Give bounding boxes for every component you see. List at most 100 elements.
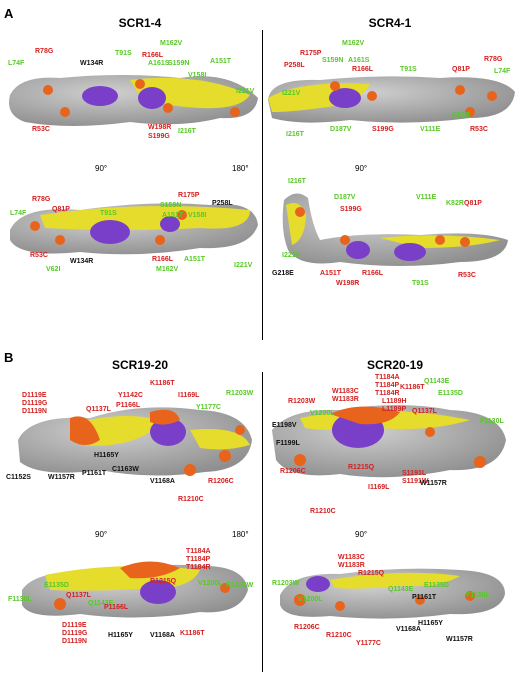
surface-scr1-4-rotated — [10, 203, 258, 255]
mutation-label: R175P — [300, 50, 322, 57]
mutation-label: C1163W — [112, 466, 139, 473]
mutation-label: R1215Q — [348, 464, 375, 471]
mutation-label: L1189H — [382, 398, 407, 405]
mutation-label: W198R — [336, 280, 360, 287]
title-scr4-1: SCR4-1 — [368, 16, 412, 30]
mutation-label: R53C — [32, 126, 50, 133]
mutation-label: V158I — [188, 72, 207, 79]
mutation-label: D1119N — [62, 638, 87, 645]
mutation-label: D1119E — [62, 622, 87, 629]
mutation-label: F1130L — [8, 596, 32, 603]
rotation-90-left-a: 90° — [95, 164, 108, 173]
panel-a-vertical-divider — [262, 30, 263, 340]
mutation-label: R1203W — [272, 580, 300, 587]
mutation-label: R1203W — [226, 390, 254, 397]
mutation-label: W1157R — [420, 480, 447, 487]
surface-scr1-4-front — [9, 75, 258, 126]
mutation-label: S159N — [168, 60, 190, 67]
panel-b-letter: B — [4, 350, 14, 365]
mutation-label: V158I — [188, 212, 207, 219]
rotation-180-a: 180° — [232, 164, 249, 173]
mutation-label: I216T — [288, 178, 306, 185]
mutation-label: R175P — [178, 192, 200, 199]
mutation-label: F1130L — [480, 418, 504, 425]
mutation-label: S159N — [322, 57, 344, 64]
mutation-label: W134R — [80, 60, 104, 67]
mutation-label: I1169L — [368, 484, 390, 491]
mutation-label: P1161T — [412, 594, 437, 601]
mutation-label: Q1137L — [66, 592, 91, 599]
mutation-label: L1189P — [382, 406, 407, 413]
mutation-label: R166L — [142, 52, 164, 59]
mutation-label: R78G — [35, 48, 54, 55]
mutation-label: I221V — [236, 88, 255, 95]
mutation-label: M162V — [160, 40, 183, 47]
mutation-label: I1169L — [178, 392, 200, 399]
surface-scr20-19-front — [272, 405, 506, 478]
surface-scr19-20-rotated — [22, 561, 248, 618]
mutation-label: W198R — [148, 124, 172, 131]
title-scr20-19: SCR20-19 — [366, 358, 424, 372]
mutation-label: R78G — [484, 56, 503, 63]
rotation-90-right-a: 90° — [355, 164, 368, 173]
mutation-label: V1168A — [150, 478, 175, 485]
mutation-label: I216T — [178, 128, 196, 135]
mutation-label: L74F — [494, 68, 511, 75]
mutation-label: H1165Y — [108, 632, 133, 639]
mutation-label: Y1177C — [356, 640, 381, 647]
mutation-label: K82R — [452, 112, 470, 119]
mutation-label: R53C — [30, 252, 48, 259]
mutation-label: W1183C — [332, 388, 359, 395]
mutation-label: V1168A — [150, 632, 175, 639]
mutation-label: R1206C — [280, 468, 306, 475]
mutation-label: R1210C — [178, 496, 204, 503]
mutation-label: L74F — [8, 60, 25, 67]
mutation-label: E1135D — [438, 390, 463, 397]
mutation-label: D1119G — [62, 630, 88, 637]
mutation-label: R166L — [152, 256, 174, 263]
mutation-label: V1200L — [198, 580, 223, 587]
mutation-label: T91S — [412, 280, 429, 287]
mutation-label: Q1137L — [412, 408, 437, 415]
rotation-90-left-b: 90° — [95, 530, 108, 539]
mutation-label: D187V — [334, 194, 356, 201]
mutation-label: S159N — [160, 202, 182, 209]
mutation-label: R1215Q — [150, 578, 177, 585]
mutation-label: Q81P — [464, 200, 482, 207]
mutation-label: Q81P — [452, 66, 470, 73]
mutation-label: W1157R — [48, 474, 75, 481]
mutation-label: T91S — [100, 210, 117, 217]
title-scr1-4: SCR1-4 — [118, 16, 162, 30]
mutation-label: G218E — [272, 270, 294, 277]
mutation-label: P258L — [284, 62, 305, 69]
mutation-label: Q1137L — [86, 406, 111, 413]
mutation-label: S1191L — [402, 470, 427, 477]
mutation-label: E1198V — [272, 422, 297, 429]
mutation-label: I221V — [282, 252, 301, 259]
mutation-label: A161S — [348, 57, 370, 64]
mutation-label: R1215Q — [358, 570, 385, 577]
rotation-180-b: 180° — [232, 530, 249, 539]
mutation-label: R1210C — [310, 508, 336, 515]
mutation-label: T91S — [115, 50, 132, 57]
mutation-label: T1184A — [186, 548, 211, 555]
mutation-label: H1165Y — [94, 452, 119, 459]
mutation-label: I221V — [234, 262, 253, 269]
mutation-label: M162V — [342, 40, 365, 47]
mutation-label: I216T — [286, 131, 304, 138]
mutation-label: R1210C — [326, 632, 352, 639]
mutation-label: V1200L — [310, 410, 335, 417]
mutation-label: Q81P — [52, 206, 70, 213]
mutation-label: K1186T — [180, 630, 205, 637]
mutation-label: D1119G — [22, 400, 48, 407]
mutation-label: R53C — [458, 272, 476, 279]
mutation-label: V1200L — [298, 596, 323, 603]
mutation-label: S199G — [372, 126, 394, 133]
mutation-label: W1183C — [338, 554, 365, 561]
mutation-label: A151T — [320, 270, 342, 277]
mutation-label: W134R — [70, 258, 94, 265]
mutation-label: H1165Y — [418, 620, 443, 627]
panel-b-vertical-divider — [262, 372, 263, 672]
mutation-label: A151T — [210, 58, 232, 65]
mutation-label: A151T — [162, 212, 184, 219]
